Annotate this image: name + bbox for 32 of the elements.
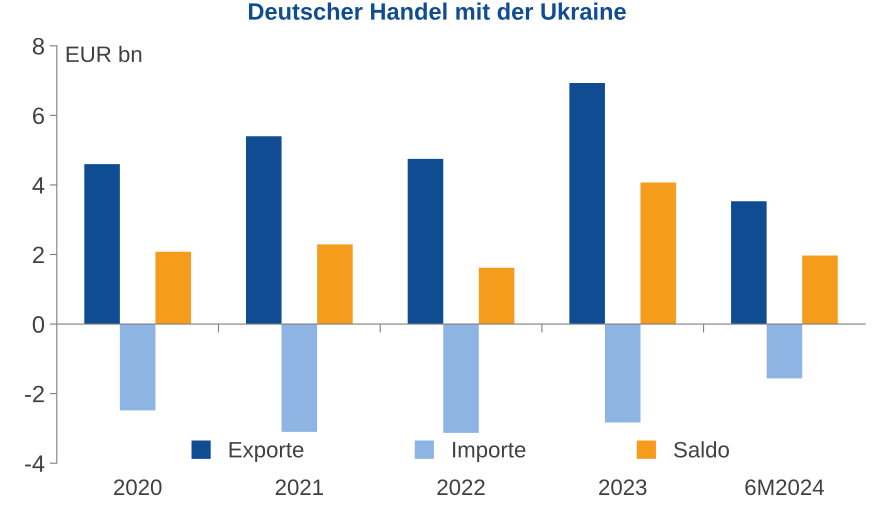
bar xyxy=(640,182,676,324)
y-tick-label: 8 xyxy=(32,38,44,55)
bar xyxy=(282,324,318,432)
y-tick-label: 2 xyxy=(33,246,44,264)
bar xyxy=(155,252,192,324)
y-axis-title: EUR bn xyxy=(66,46,142,62)
bar xyxy=(408,158,444,324)
bar xyxy=(120,324,156,410)
y-tick-label: -2 xyxy=(25,386,44,402)
y-tick-label: -4 xyxy=(25,456,44,472)
y-tick-label: 6 xyxy=(33,107,44,124)
bar xyxy=(84,164,120,324)
bar xyxy=(731,201,767,324)
bar xyxy=(802,256,838,324)
bar xyxy=(766,324,802,378)
bar xyxy=(317,244,353,324)
x-tick-label: 2020 xyxy=(114,479,162,496)
x-tick-label: 6M2024 xyxy=(745,479,824,496)
legend-label: Importe xyxy=(453,442,526,462)
legend-label: Exporte xyxy=(230,442,304,462)
y-tick-label: 0 xyxy=(32,316,44,333)
bar xyxy=(443,324,479,433)
chart-title: Deutscher Handel mit der Ukraine xyxy=(248,2,626,20)
bar xyxy=(246,136,282,324)
bar xyxy=(478,268,514,324)
x-tick-label: 2021 xyxy=(276,479,323,496)
bar xyxy=(569,83,605,324)
bar xyxy=(604,324,641,422)
legend-label: Saldo xyxy=(674,441,729,458)
x-tick-label: 2022 xyxy=(437,479,485,496)
x-tick-label: 2023 xyxy=(599,479,646,496)
y-tick-label: 4 xyxy=(32,177,44,194)
